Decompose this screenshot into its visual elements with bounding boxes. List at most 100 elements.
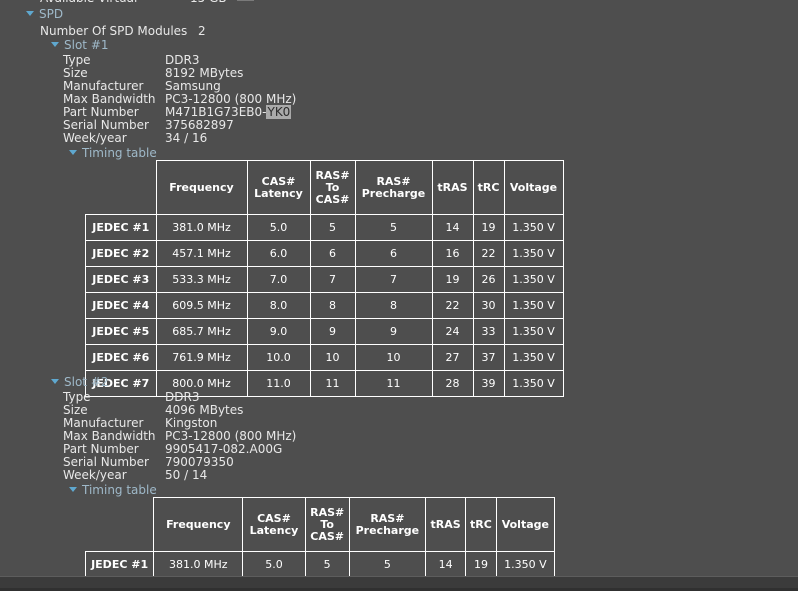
property-label: Part Number: [63, 442, 139, 456]
cell-ras-precharge: 11: [354, 370, 433, 397]
timing-table-body: JEDEC #1 381.0 MHz 5.0 5 5 14 19 1.350 V: [85, 551, 555, 576]
property-label: Manufacturer: [63, 416, 144, 430]
chevron-down-icon[interactable]: [26, 11, 34, 16]
cell-cas-latency: 10.0: [246, 344, 311, 371]
tree-node-slot-2-label: Slot #2: [64, 375, 109, 389]
tree-node-slot-2[interactable]: Slot #2: [51, 376, 109, 389]
cell-cas-latency: 8.0: [246, 292, 311, 319]
spd-module-count-row: Number Of SPD Modules 2: [0, 25, 798, 38]
property-label: Manufacturer: [63, 79, 144, 93]
ras-to-cas-line3: CAS#: [310, 529, 345, 543]
chevron-down-icon[interactable]: [69, 150, 77, 155]
column-header-ras-to-cas: RAS# To CAS#: [304, 497, 350, 552]
cell-cas-latency: 6.0: [246, 240, 311, 267]
slot-1-property-part-number[interactable]: Part Number M471B1G73EB0-YK0: [0, 105, 798, 119]
cas-latency-line2: Latency: [254, 186, 303, 200]
tree-node-slot-2-timing-table[interactable]: Timing table: [69, 484, 157, 497]
column-header-tras: tRAS: [431, 160, 474, 215]
cell-tras: 14: [431, 214, 474, 241]
part-number-selection[interactable]: YK0: [266, 105, 292, 119]
column-header-frequency: Frequency: [153, 497, 244, 552]
tree-node-spd[interactable]: SPD: [26, 8, 63, 21]
available-virtual-value: 15 GB: [190, 0, 227, 4]
tree-node-slot-1[interactable]: Slot #1: [51, 39, 109, 52]
tree-node-timing-table-label: Timing table: [82, 483, 157, 497]
property-value: 4096 MBytes: [165, 403, 244, 417]
chevron-down-icon[interactable]: [51, 379, 59, 384]
table-row: JEDEC #3 533.3 MHz 7.0 7 7 19 26 1.350 V: [85, 266, 564, 293]
column-header-cas-latency: CAS# Latency: [242, 497, 306, 552]
column-header-frequency: Frequency: [155, 160, 248, 215]
cell-voltage: 1.350 V: [495, 551, 555, 576]
window-bottom-strip: [0, 576, 798, 591]
timing-table-body: JEDEC #1 381.0 MHz 5.0 5 5 14 19 1.350 V…: [85, 214, 564, 397]
property-value: DDR3: [165, 390, 200, 404]
cell-frequency: 685.7 MHz: [155, 318, 248, 345]
cell-trc: 22: [472, 240, 505, 267]
property-value: DDR3: [165, 53, 200, 67]
timing-table-header-row: Frequency CAS# Latency RAS# To CAS# RAS#…: [86, 160, 564, 215]
ras-precharge-line1: RAS#: [370, 511, 405, 525]
cell-voltage: 1.350 V: [503, 214, 564, 241]
cell-frequency: 533.3 MHz: [155, 266, 248, 293]
cell-ras-to-cas: 5: [309, 214, 356, 241]
property-label: Week/year: [63, 468, 127, 482]
timing-table-header: Frequency CAS# Latency RAS# To CAS# RAS#…: [86, 497, 555, 552]
timing-table-corner-cell: [86, 161, 157, 215]
slot-1-property-serial-number: Serial Number 375682897: [0, 119, 798, 132]
chevron-down-icon[interactable]: [69, 487, 77, 492]
timing-table-corner-cell: [86, 498, 154, 552]
cell-cas-latency: 5.0: [242, 551, 306, 576]
ras-precharge-line2: Precharge: [355, 523, 420, 537]
column-header-voltage: Voltage: [503, 160, 564, 215]
table-row: JEDEC #6 761.9 MHz 10.0 10 10 27 37 1.35…: [85, 344, 564, 371]
cell-tras: 16: [431, 240, 474, 267]
cas-latency-line1: CAS#: [257, 511, 291, 525]
cell-ras-precharge: 6: [354, 240, 433, 267]
property-value: Samsung: [165, 79, 221, 93]
cell-voltage: 1.350 V: [503, 370, 564, 397]
column-header-ras-precharge: RAS# Precharge: [348, 497, 426, 552]
property-value: Kingston: [165, 416, 218, 430]
timing-table-slot-2-clip: Frequency CAS# Latency RAS# To CAS# RAS#…: [85, 497, 555, 576]
table-row: JEDEC #5 685.7 MHz 9.0 9 9 24 33 1.350 V: [85, 318, 564, 345]
property-value[interactable]: M471B1G73EB0-YK0: [165, 105, 292, 119]
property-label: Week/year: [63, 131, 127, 145]
property-value: 8192 MBytes: [165, 66, 244, 80]
ras-to-cas-line1: RAS#: [310, 505, 345, 519]
cell-ras-precharge: 7: [354, 266, 433, 293]
table-row: JEDEC #7 800.0 MHz 11.0 11 11 28 39 1.35…: [85, 370, 564, 397]
cell-cas-latency: 5.0: [246, 214, 311, 241]
cell-trc: 19: [472, 214, 505, 241]
slot-1-property-max-bandwidth: Max Bandwidth PC3-12800 (800 MHz): [0, 93, 798, 106]
property-label: Type: [63, 53, 91, 67]
property-value: 50 / 14: [165, 468, 208, 482]
cell-ras-to-cas: 7: [309, 266, 356, 293]
column-header-ras-precharge: RAS# Precharge: [354, 160, 433, 215]
cell-voltage: 1.350 V: [503, 292, 564, 319]
tree-node-timing-table-label: Timing table: [82, 146, 157, 160]
property-label: Size: [63, 403, 88, 417]
available-virtual-label: Available Virtual: [40, 0, 137, 4]
slot-1-property-size: Size 8192 MBytes: [0, 67, 798, 80]
cell-trc: 30: [472, 292, 505, 319]
chevron-down-icon[interactable]: [51, 42, 59, 47]
cas-latency-line2: Latency: [249, 523, 299, 537]
cell-frequency: 457.1 MHz: [155, 240, 248, 267]
cell-tras: 19: [431, 266, 474, 293]
cell-frequency: 381.0 MHz: [153, 551, 244, 576]
property-label: Serial Number: [63, 118, 149, 132]
timing-table-slot-2: Frequency CAS# Latency RAS# To CAS# RAS#…: [85, 497, 555, 576]
column-header-cas-latency: CAS# Latency: [246, 160, 311, 215]
spd-module-count-label: Number Of SPD Modules: [40, 24, 188, 38]
property-label: Max Bandwidth: [63, 92, 156, 106]
slot-2-property-size: Size 4096 MBytes: [0, 404, 798, 417]
property-label: Max Bandwidth: [63, 429, 156, 443]
row-label: JEDEC #7: [85, 370, 157, 397]
window-bottom-edge: [0, 588, 798, 591]
ras-to-cas-line3: CAS#: [315, 192, 350, 206]
tree-node-slot-1-timing-table[interactable]: Timing table: [69, 147, 157, 160]
cell-voltage: 1.350 V: [503, 344, 564, 371]
slot-1-property-manufacturer: Manufacturer Samsung: [0, 80, 798, 93]
property-value: PC3-12800 (800 MHz): [165, 92, 297, 106]
